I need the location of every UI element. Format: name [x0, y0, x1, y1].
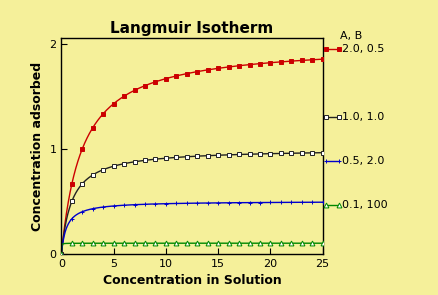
- Text: 2.0, 0.5: 2.0, 0.5: [341, 44, 383, 54]
- Text: 0.1, 100: 0.1, 100: [341, 200, 386, 210]
- Y-axis label: Concentration adsorbed: Concentration adsorbed: [31, 61, 44, 231]
- Title: Langmuir Isotherm: Langmuir Isotherm: [110, 21, 273, 36]
- Text: 0.5, 2.0: 0.5, 2.0: [341, 156, 383, 166]
- X-axis label: Concentration in Solution: Concentration in Solution: [102, 274, 281, 287]
- Text: A, B: A, B: [339, 31, 362, 41]
- Text: 1.0, 1.0: 1.0, 1.0: [341, 112, 383, 122]
